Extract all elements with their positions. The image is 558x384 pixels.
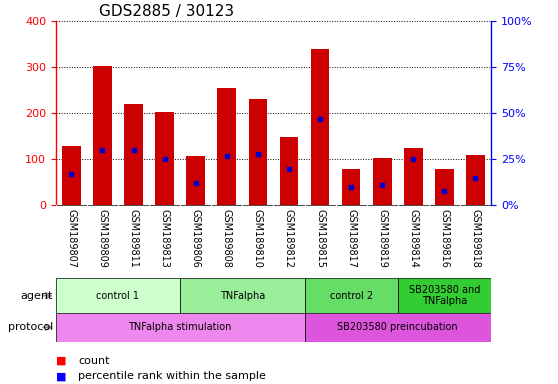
Text: percentile rank within the sample: percentile rank within the sample — [78, 371, 266, 381]
Bar — [124, 104, 143, 205]
Text: protocol: protocol — [8, 322, 53, 333]
Bar — [56, 278, 180, 313]
Text: GSM189814: GSM189814 — [408, 209, 418, 268]
Text: TNFalpha: TNFalpha — [220, 291, 265, 301]
Text: GSM189809: GSM189809 — [98, 209, 108, 268]
Text: GSM189815: GSM189815 — [315, 209, 325, 268]
Bar — [180, 278, 305, 313]
Bar — [373, 158, 392, 205]
Text: GSM189813: GSM189813 — [160, 209, 170, 268]
Text: GSM189806: GSM189806 — [191, 209, 201, 268]
Bar — [155, 113, 174, 205]
Text: GSM189812: GSM189812 — [284, 209, 294, 268]
Bar — [466, 155, 485, 205]
Text: GSM189810: GSM189810 — [253, 209, 263, 268]
Bar — [305, 313, 491, 342]
Text: TNFalpha stimulation: TNFalpha stimulation — [128, 322, 232, 333]
Text: control 2: control 2 — [330, 291, 373, 301]
Bar — [248, 99, 267, 205]
Bar — [311, 49, 329, 205]
Bar — [186, 156, 205, 205]
Text: SB203580 and
TNFalpha: SB203580 and TNFalpha — [408, 285, 480, 306]
Text: GSM189808: GSM189808 — [222, 209, 232, 268]
Bar — [62, 146, 81, 205]
Text: ■: ■ — [56, 371, 66, 381]
Bar — [305, 278, 398, 313]
Text: GSM189807: GSM189807 — [66, 209, 76, 268]
Bar — [218, 88, 236, 205]
Bar — [404, 148, 422, 205]
Text: agent: agent — [21, 291, 53, 301]
Text: ■: ■ — [56, 356, 66, 366]
Bar — [93, 66, 112, 205]
Text: GSM189811: GSM189811 — [128, 209, 138, 268]
Text: GSM189818: GSM189818 — [470, 209, 480, 268]
Bar — [56, 313, 305, 342]
Text: count: count — [78, 356, 109, 366]
Bar — [398, 278, 491, 313]
Text: GDS2885 / 30123: GDS2885 / 30123 — [99, 3, 234, 18]
Bar — [342, 169, 360, 205]
Text: GSM189817: GSM189817 — [346, 209, 356, 268]
Text: GSM189816: GSM189816 — [439, 209, 449, 268]
Text: control 1: control 1 — [97, 291, 140, 301]
Text: SB203580 preincubation: SB203580 preincubation — [338, 322, 458, 333]
Text: GSM189819: GSM189819 — [377, 209, 387, 268]
Bar — [435, 169, 454, 205]
Bar — [280, 137, 299, 205]
